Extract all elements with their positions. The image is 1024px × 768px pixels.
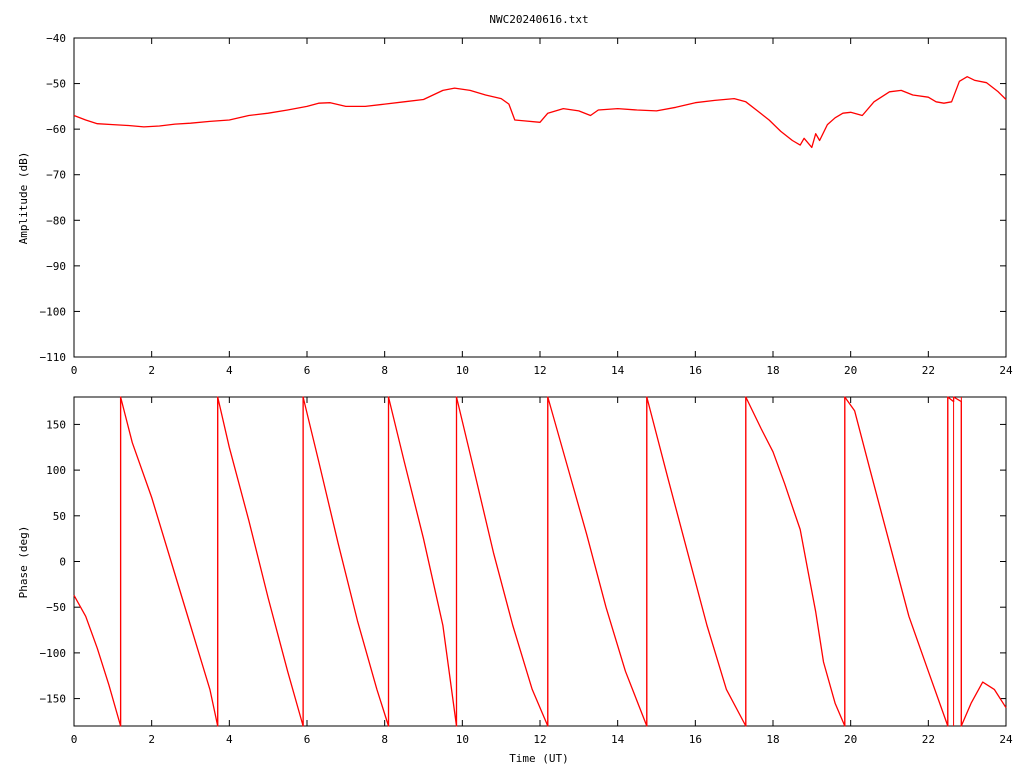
amplitude-x-tick-label: 2 [148,364,155,377]
amplitude-plot-frame [73,37,1007,358]
phase-x-tick-label: 0 [71,733,78,746]
phase-y-tick-label: −150 [40,693,67,706]
phase-x-tick-label: 6 [304,733,311,746]
phase-x-tick-label: 12 [533,733,546,746]
phase-x-tick-label: 2 [148,733,155,746]
phase-x-axis-label: Time (UT) [509,752,569,765]
phase-x-tick-label: 10 [456,733,469,746]
amplitude-y-axis-label: Amplitude (dB) [17,152,30,245]
amplitude-trace-line [73,76,1007,149]
amplitude-x-tick-label: 16 [689,364,702,377]
phase-axes: 0 2 4 6 8 10 12 14 16 18 20 22 24−150−100−5005010015… [40,397,1013,746]
phase-x-tick-label: 18 [766,733,779,746]
amplitude-y-tick-label: −110 [40,351,67,364]
amplitude-x-tick-label: 6 [304,364,311,377]
amplitude-x-tick-label: 24 [999,364,1013,377]
amplitude-y-tick-label: −40 [46,32,66,45]
chart-title: NWC20240616.txt [489,13,588,26]
amplitude-y-tick-label: −90 [46,260,66,273]
amplitude-x-tick-label: 20 [844,364,857,377]
phase-x-tick-label: 16 [689,733,702,746]
amplitude-x-tick-label: 22 [922,364,935,377]
amplitude-y-tick-label: −60 [46,123,66,136]
amplitude-x-tick-label: 18 [766,364,779,377]
amplitude-y-tick-label: −100 [40,305,67,318]
phase-x-tick-label: 14 [611,733,625,746]
phase-panel: 0 2 4 6 8 10 12 14 16 18 20 22 24−150−100−5005010015… [17,396,1013,765]
amplitude-x-tick-label: 0 [71,364,78,377]
phase-y-tick-label: 100 [46,464,66,477]
phase-plot-frame [73,396,1007,727]
phase-y-axis-label: Phase (deg) [17,526,30,599]
phase-trace-line [73,396,1007,727]
amplitude-x-tick-label: 8 [381,364,388,377]
phase-x-tick-label: 20 [844,733,857,746]
amplitude-x-tick-label: 10 [456,364,469,377]
phase-x-tick-label: 22 [922,733,935,746]
phase-x-tick-label: 24 [999,733,1013,746]
amplitude-x-tick-label: 12 [533,364,546,377]
phase-y-tick-label: −100 [40,647,67,660]
phase-x-tick-label: 4 [226,733,233,746]
phase-y-tick-label: −50 [46,601,66,614]
amplitude-panel: 0 2 4 6 8 10 12 14 16 18 20 22 24−110−100−90−80−70−6… [17,32,1013,377]
amplitude-y-tick-label: −70 [46,169,66,182]
phase-x-tick-label: 8 [381,733,388,746]
amplitude-x-tick-label: 14 [611,364,625,377]
amplitude-series [73,76,1007,149]
amplitude-y-tick-label: −80 [46,214,66,227]
phase-y-tick-label: 150 [46,418,66,431]
phase-y-tick-label: 50 [53,510,66,523]
phase-y-tick-label: 0 [59,556,66,569]
amplitude-axes: 0 2 4 6 8 10 12 14 16 18 20 22 24−110−100−90−80−70−6… [40,32,1013,377]
phase-series [73,396,1007,727]
amplitude-x-tick-label: 4 [226,364,233,377]
amplitude-y-tick-label: −50 [46,78,66,91]
